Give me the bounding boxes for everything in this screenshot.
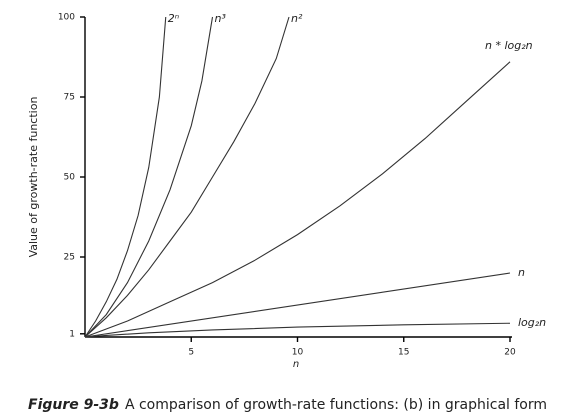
y-tick-label: 25 <box>64 253 75 263</box>
y-tick-label: 100 <box>58 13 75 23</box>
series-line <box>84 61 511 338</box>
x-tick-label: 20 <box>504 348 516 358</box>
y-tick-label: 50 <box>64 173 76 183</box>
series-line <box>84 16 290 338</box>
x-axis-label: n <box>293 359 299 370</box>
series-line <box>84 16 167 338</box>
y-tick-label: 1 <box>69 329 75 339</box>
series-line <box>84 16 214 338</box>
caption-label: Figure 9-3b <box>28 397 119 413</box>
caption-text: A comparison of growth-rate functions: (… <box>125 397 547 413</box>
y-tick-label: 75 <box>64 93 75 103</box>
series-label: log₂n <box>518 316 546 329</box>
caption: Figure 9-3b A comparison of growth-rate f… <box>28 397 547 413</box>
x-tick-label: 5 <box>188 348 194 358</box>
x-tick-label: 15 <box>398 348 409 358</box>
series-line <box>84 272 511 338</box>
series-label: 2ⁿ <box>168 12 179 25</box>
series-label: n * log₂n <box>485 39 533 52</box>
x-tick-label: 10 <box>292 348 304 358</box>
y-axis-label: Value of growth-rate function <box>27 97 40 258</box>
series-line <box>84 322 511 338</box>
series-label: n² <box>291 12 303 25</box>
series-label: n <box>518 266 525 279</box>
series-label: n³ <box>215 12 227 25</box>
